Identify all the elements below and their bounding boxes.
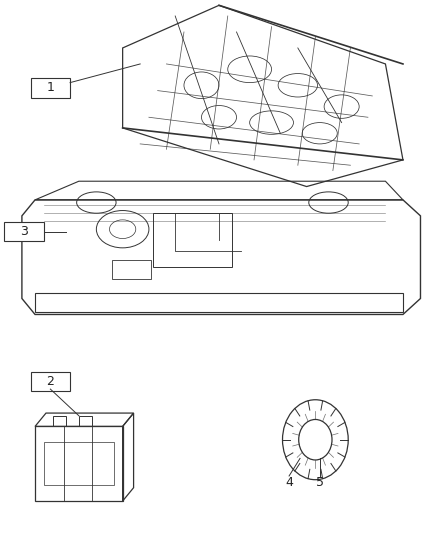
Text: 3: 3 [20, 225, 28, 238]
FancyBboxPatch shape [4, 222, 44, 241]
Text: 4: 4 [285, 476, 293, 489]
FancyBboxPatch shape [31, 78, 70, 98]
Text: 2: 2 [46, 375, 54, 387]
Text: 5: 5 [316, 476, 324, 489]
FancyBboxPatch shape [31, 372, 70, 391]
Text: 1: 1 [46, 82, 54, 94]
FancyBboxPatch shape [112, 260, 151, 279]
